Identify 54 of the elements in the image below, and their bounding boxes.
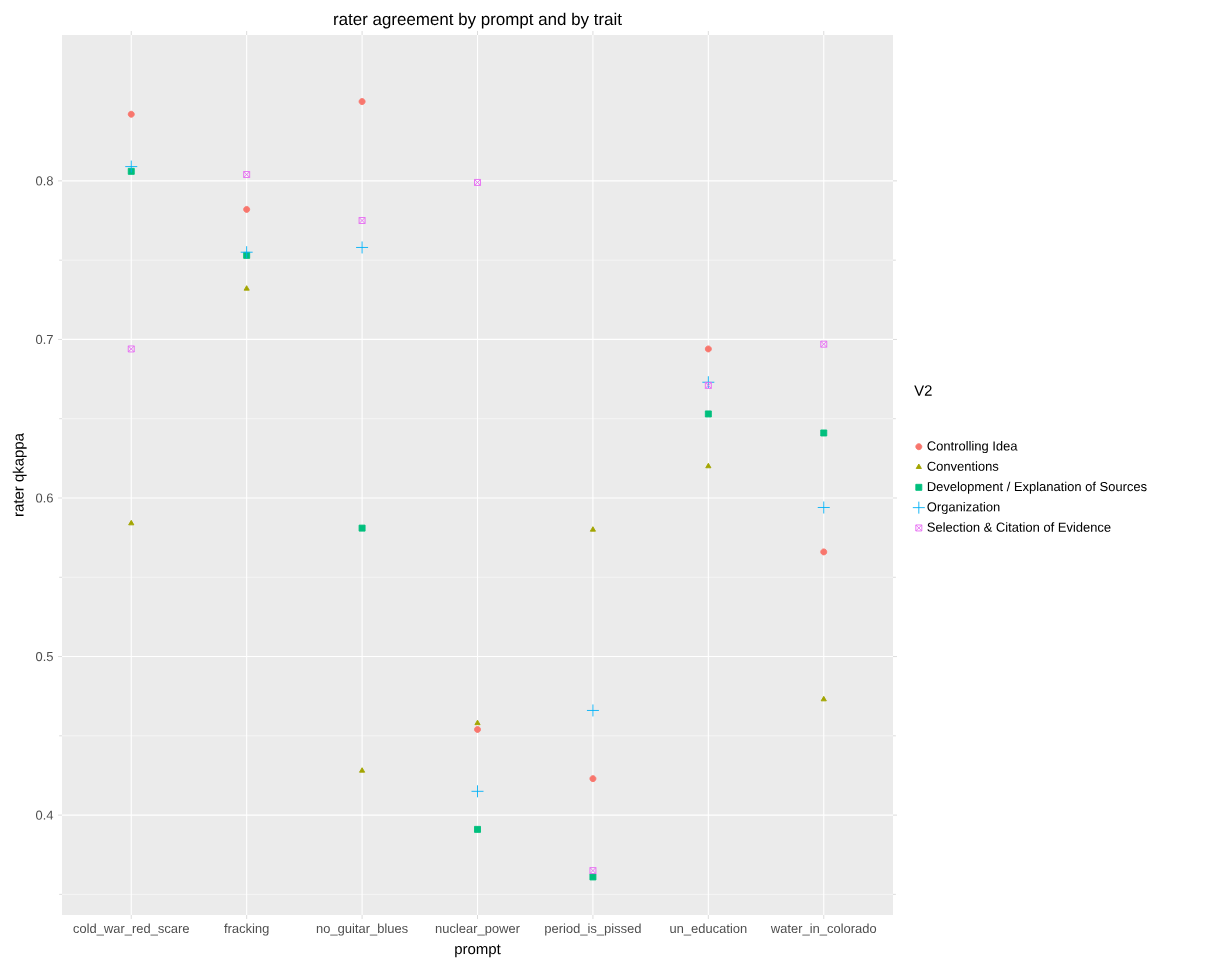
point [474,719,481,726]
x-tick-label: no_guitar_blues [316,923,408,936]
y-tick-label: 0.7 [35,334,53,345]
point [243,285,250,291]
point [820,548,828,556]
point [358,217,366,224]
point [127,110,135,118]
y-axis-title: rater qkappa [12,433,27,516]
legend-title: V2 [914,385,932,396]
point [243,205,251,213]
y-tick-label: 0.4 [35,810,54,820]
point [128,519,135,526]
x-tick-label: water_in_colorado [770,923,877,936]
x-axis-title: prompt [455,944,501,958]
point [589,873,597,881]
x-tick-label: period_is_pissed [545,923,641,936]
point [127,345,135,353]
point [817,501,831,514]
legend-label: Organization [927,501,1000,515]
point [474,179,481,186]
point [358,524,366,532]
point [474,825,481,833]
point [704,381,712,389]
point [820,340,828,348]
point [124,160,138,174]
point [589,867,597,875]
y-tick-label: 0.6 [35,493,53,503]
point [243,171,251,178]
point [355,241,369,254]
point [359,767,366,773]
point [586,704,600,717]
x-tick-label: fracking [224,923,269,936]
point [589,775,597,783]
point [474,726,481,733]
legend-label: Conventions [927,461,999,471]
legend-label: Selection & Citation of Evidence [927,522,1111,532]
x-tick-label: cold_war_red_scare [73,923,189,936]
legend-label: Development / Explanation of Sources [927,481,1147,494]
point [471,784,484,798]
x-tick-label: nuclear_power [435,923,520,936]
legend-label: Controlling Idea [927,441,1018,454]
point [820,429,828,437]
x-tick-label: un_education [670,923,747,936]
point [704,345,712,353]
y-tick-label: 0.8 [35,176,53,186]
y-tick-label: 0.5 [35,651,53,662]
point [358,98,366,106]
point [701,375,715,389]
point [705,462,712,469]
point [820,695,827,702]
chart-title: rater agreement by prompt and by trait [334,12,622,29]
point [240,245,254,259]
point [589,526,596,532]
point [704,410,712,418]
